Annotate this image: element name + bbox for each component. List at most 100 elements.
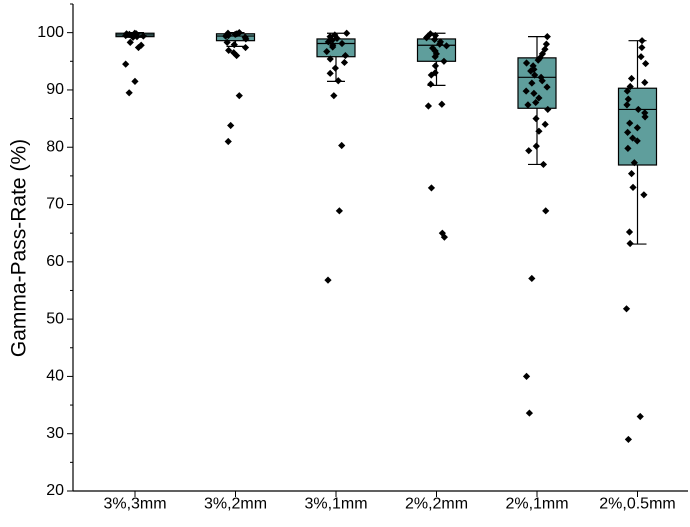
- data-point: [627, 169, 636, 178]
- y-tick-label: 40: [46, 368, 64, 385]
- x-tick-label: 2%,0.5mm: [599, 495, 675, 512]
- data-point: [341, 51, 349, 60]
- data-point: [440, 57, 448, 65]
- data-point: [326, 33, 334, 41]
- data-point: [329, 43, 337, 51]
- data-point: [129, 33, 137, 41]
- data-point: [133, 33, 141, 41]
- data-point: [542, 40, 550, 48]
- box-rect: [316, 38, 356, 58]
- data-point: [531, 71, 539, 79]
- data-point: [122, 60, 130, 68]
- data-point: [630, 159, 638, 167]
- data-point: [427, 80, 435, 88]
- data-point: [340, 58, 349, 67]
- data-point: [626, 239, 634, 248]
- data-point: [537, 73, 545, 81]
- data-point: [641, 113, 649, 121]
- data-point: [330, 92, 338, 100]
- data-point: [326, 55, 334, 63]
- y-tick-label: 50: [46, 310, 64, 327]
- data-point: [636, 412, 644, 421]
- data-point: [530, 65, 538, 73]
- data-point: [528, 274, 536, 283]
- data-point: [122, 31, 130, 40]
- data-point: [629, 183, 637, 191]
- data-point: [431, 53, 439, 61]
- data-point: [431, 62, 440, 70]
- data-point: [242, 35, 250, 43]
- data-point: [230, 41, 238, 49]
- data-point: [623, 87, 631, 95]
- data-point: [323, 47, 331, 56]
- data-point: [429, 44, 437, 52]
- data-point: [624, 435, 632, 444]
- data-point: [134, 43, 143, 52]
- data-point: [233, 51, 241, 60]
- y-tick-label: 20: [46, 482, 64, 499]
- x-tick-label: 3%,3mm: [103, 495, 166, 512]
- data-point: [522, 59, 531, 67]
- data-point: [442, 42, 451, 50]
- data-point: [642, 59, 650, 68]
- data-point: [629, 134, 637, 142]
- data-point: [427, 184, 436, 192]
- data-point: [343, 29, 351, 37]
- data-point: [625, 228, 634, 236]
- data-point: [541, 120, 549, 128]
- y-axis-title: Gamma-Pass-Rate (%): [8, 139, 31, 357]
- data-point: [522, 87, 530, 95]
- data-point: [522, 372, 531, 381]
- data-point: [328, 36, 336, 44]
- data-point: [525, 409, 533, 417]
- data-point: [638, 43, 646, 52]
- data-point: [534, 56, 542, 64]
- data-point: [422, 34, 431, 42]
- data-point: [231, 30, 239, 38]
- data-point: [624, 95, 632, 103]
- data-point: [633, 124, 641, 132]
- x-tick-label: 3%,2mm: [204, 495, 267, 512]
- data-point: [535, 94, 543, 102]
- data-point: [224, 137, 232, 146]
- data-point: [333, 34, 341, 42]
- data-point: [334, 77, 342, 85]
- data-point: [539, 160, 548, 169]
- x-tick-label: 2%,2mm: [405, 495, 468, 512]
- data-point: [225, 46, 233, 55]
- data-point: [626, 119, 634, 127]
- data-point: [338, 141, 346, 150]
- data-point: [624, 144, 632, 152]
- data-point: [532, 142, 540, 150]
- x-ticks: 3%,3mm 3%,2mm 3%,1mm 2%,2mm 2%,1mm 2%,0.5mm: [103, 491, 676, 512]
- data-point: [335, 207, 343, 215]
- data-point: [532, 98, 540, 107]
- data-point: [440, 233, 448, 241]
- data-points: [122, 29, 650, 444]
- data-point: [223, 38, 231, 46]
- data-point: [530, 89, 538, 97]
- data-point: [525, 147, 533, 155]
- data-point: [641, 109, 649, 117]
- data-point: [338, 39, 346, 48]
- data-point: [438, 100, 446, 108]
- data-point: [641, 78, 649, 87]
- y-tick-label: 70: [46, 196, 64, 213]
- data-point: [529, 62, 537, 70]
- data-point: [426, 30, 435, 38]
- data-point: [626, 82, 634, 91]
- data-point: [431, 69, 439, 77]
- data-point: [430, 35, 439, 44]
- data-point: [331, 64, 339, 72]
- y-tick-label: 90: [46, 81, 64, 98]
- data-point: [633, 137, 641, 145]
- data-point: [524, 101, 532, 109]
- data-point: [535, 127, 543, 135]
- data-point: [627, 74, 636, 83]
- data-point: [634, 105, 642, 114]
- data-point: [139, 32, 147, 40]
- y-tick-label: 60: [46, 253, 64, 270]
- data-point: [624, 128, 632, 136]
- data-point: [235, 92, 243, 100]
- data-point: [222, 32, 230, 40]
